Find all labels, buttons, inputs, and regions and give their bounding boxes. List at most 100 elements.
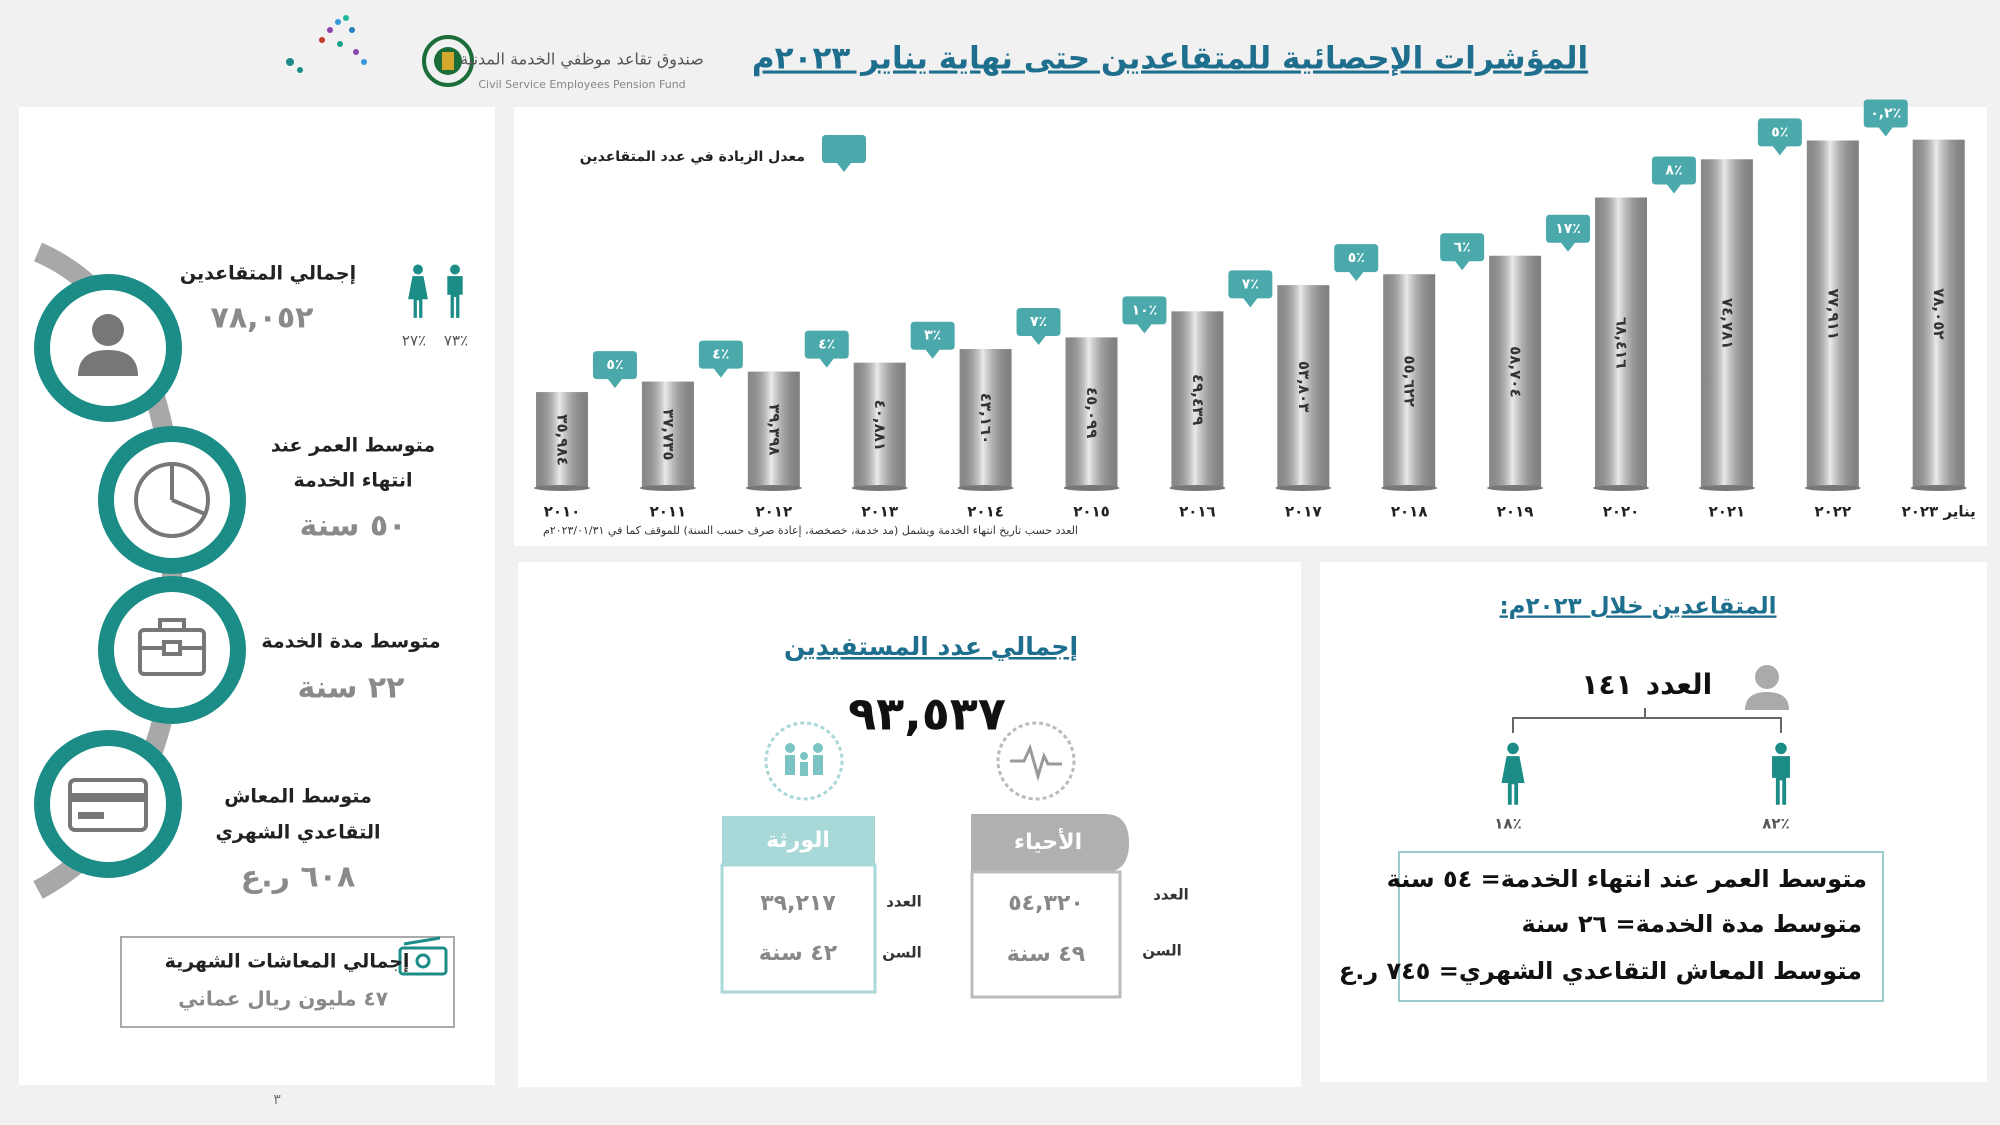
rate-callout <box>1334 244 1379 282</box>
rate-label: ٪٨ <box>1665 163 1682 179</box>
bar-base <box>1487 485 1544 491</box>
x-tick-label: ٢٠١٨ <box>1391 503 1428 521</box>
rate-callout <box>804 330 849 368</box>
alive-label: الأحياء <box>1014 827 1082 855</box>
bar-shine <box>1700 159 1753 488</box>
x-tick-label: ٢٠١٢ <box>755 503 792 521</box>
retirees-chart: العدد حسب تاريخ انتهاء الخدمة ويشمل (مد … <box>534 99 1976 537</box>
x-tick-label: ٢٠١٠ <box>544 503 581 521</box>
x-tick-label: يناير ٢٠٢٣ <box>1902 503 1976 521</box>
x-tick-label: ٢٠٢١ <box>1709 503 1746 521</box>
rate-callout <box>1440 233 1485 271</box>
bar-value-label: ٤٩,٤٣٩ <box>1189 374 1207 425</box>
retirees-2023-panel <box>1320 562 1987 1082</box>
x-tick-label: ٢٠١٣ <box>861 503 898 521</box>
bar-shine <box>959 349 1012 488</box>
ring <box>34 274 182 422</box>
avg-age-label: انتهاء الخدمة <box>293 470 412 492</box>
pulse-icon <box>1010 743 1062 782</box>
total-retirees-label: إجمالي المتقاعدين <box>180 263 356 285</box>
bar-shine <box>1595 197 1647 488</box>
person-icon <box>78 314 138 376</box>
stat-line: متوسط مدة الخدمة= ٢٦ سنة <box>1522 910 1863 938</box>
row-label: العدد <box>886 893 922 911</box>
stat-line: متوسط المعاش التقاعدي الشهري= ٧٤٥ ر.ع <box>1339 957 1862 985</box>
rate-label: ٪٣ <box>924 328 941 344</box>
bar-value-label: ٣٥,٩٨٤ <box>554 414 572 465</box>
person-icon <box>1745 665 1789 710</box>
total-pensions-label: إجمالي المعاشات الشهرية <box>165 951 410 973</box>
stats-box <box>1398 851 1884 1002</box>
summary: إجمالي المتقاعدين ٧٨,٠٥٢ ٪٧٣ ٪٢٧ متوسط ا… <box>33 242 468 1028</box>
retirees-2023-title: المتقاعدين خلال ٢٠٢٣م: <box>1499 594 1776 620</box>
ring <box>34 730 182 878</box>
male-percent: ٪٨٢ <box>1762 815 1789 833</box>
rate-label: ٪٥ <box>1771 124 1788 140</box>
rate-callout <box>1651 156 1696 194</box>
total-pensions-value: ٤٧ مليون ريال عماني <box>178 987 388 1012</box>
avg-pension-label: متوسط المعاش <box>224 786 372 808</box>
row-label: العدد <box>1153 886 1189 904</box>
x-tick-label: ٢٠١٩ <box>1497 503 1534 521</box>
vision-logo <box>286 15 367 73</box>
bar-shine <box>641 381 694 488</box>
bar-value-label: ٣٩,٣٩٨ <box>765 404 783 455</box>
female-percent: ٪٢٧ <box>402 332 426 350</box>
retirees-2023: المتقاعدين خلال ٢٠٢٣م: العدد ١٤١ ٪١٨ ٪٨٢… <box>1339 594 1884 1002</box>
row-label: السن <box>882 944 922 962</box>
bar-value-label: ٤٥,٠٩٩ <box>1083 387 1101 438</box>
bar-shine <box>1065 337 1118 488</box>
beneficiaries-panel <box>518 562 1301 1087</box>
heirs-age: ٤٢ سنة <box>759 941 838 966</box>
fund-name-en: Civil Service Employees Pension Fund <box>478 78 685 91</box>
bar-base <box>1381 485 1438 491</box>
alive-age: ٤٩ سنة <box>1007 942 1085 967</box>
alive-header <box>971 814 1129 872</box>
avg-pension-label: التقاعدي الشهري <box>216 822 381 845</box>
bar-value-label: ٥٣,٨٠٣ <box>1295 361 1313 412</box>
bar-value-label: ٤٣,١٦٠ <box>977 393 995 444</box>
x-tick-label: ٢٠٢٢ <box>1814 503 1851 521</box>
bar-base <box>534 485 590 491</box>
x-tick-label: ٢٠١٦ <box>1179 503 1216 521</box>
bar-shine <box>1383 274 1436 488</box>
x-tick-label: ٢٠١٥ <box>1073 503 1110 521</box>
bar-base <box>851 485 908 491</box>
female-percent: ٪١٨ <box>1494 815 1521 833</box>
bar-base <box>1698 485 1755 491</box>
beneficiaries: إجمالي عدد المستفيدين ٩٣,٥٣٧ الورثة ٣٩,٢… <box>720 632 1189 999</box>
bar-shine <box>1912 139 1965 489</box>
chart-note: العدد حسب تاريخ انتهاء الخدمة ويشمل (مد … <box>543 524 1078 537</box>
bar-value-label: ٤٠,٨٨١ <box>871 400 889 451</box>
bar-shine <box>747 371 800 488</box>
bar-value-label: ٧٨,٠٥٢ <box>1930 288 1948 339</box>
heirs-count: ٣٩,٢١٧ <box>760 891 836 916</box>
x-tick-label: ٢٠٢٠ <box>1603 503 1640 521</box>
rate-label: ٪١٧ <box>1555 221 1581 237</box>
avg-pension-value: ٦٠٨ ر.ع <box>241 860 356 895</box>
page-title: المؤشرات الإحصائية للمتقاعدين حتى نهاية … <box>752 41 1588 77</box>
row-label: السن <box>1142 942 1182 960</box>
avg-service-value: ٢٢ سنة <box>297 671 404 706</box>
rate-label: ٪٤ <box>818 337 835 353</box>
bar-base <box>639 485 696 491</box>
bar-value-label: ٣٧,٧٣٥ <box>659 409 677 460</box>
bar-shine <box>853 362 906 488</box>
bar-base <box>1063 485 1120 491</box>
bar-value-label: ٥٥,٦٢٢ <box>1401 355 1419 406</box>
total-retirees-value: ٧٨,٠٥٢ <box>211 301 314 336</box>
count-label: العدد <box>1646 668 1712 701</box>
rate-callout <box>1228 270 1273 308</box>
family-icon <box>785 743 823 776</box>
alive-card <box>970 870 1122 999</box>
rate-label: ٪٧ <box>1242 276 1259 292</box>
bar-shine <box>1806 140 1859 488</box>
alive-count: ٥٤,٣٢٠ <box>1008 891 1084 916</box>
heirs-header <box>722 816 875 865</box>
fund-name-ar: صندوق تقاعد موظفي الخدمة المدنية <box>460 50 704 70</box>
legend-swatch <box>822 135 866 172</box>
bar-value-label: ٧٤,٧٨١ <box>1718 298 1736 349</box>
bar-base <box>1169 485 1226 491</box>
bar-base <box>957 485 1014 491</box>
